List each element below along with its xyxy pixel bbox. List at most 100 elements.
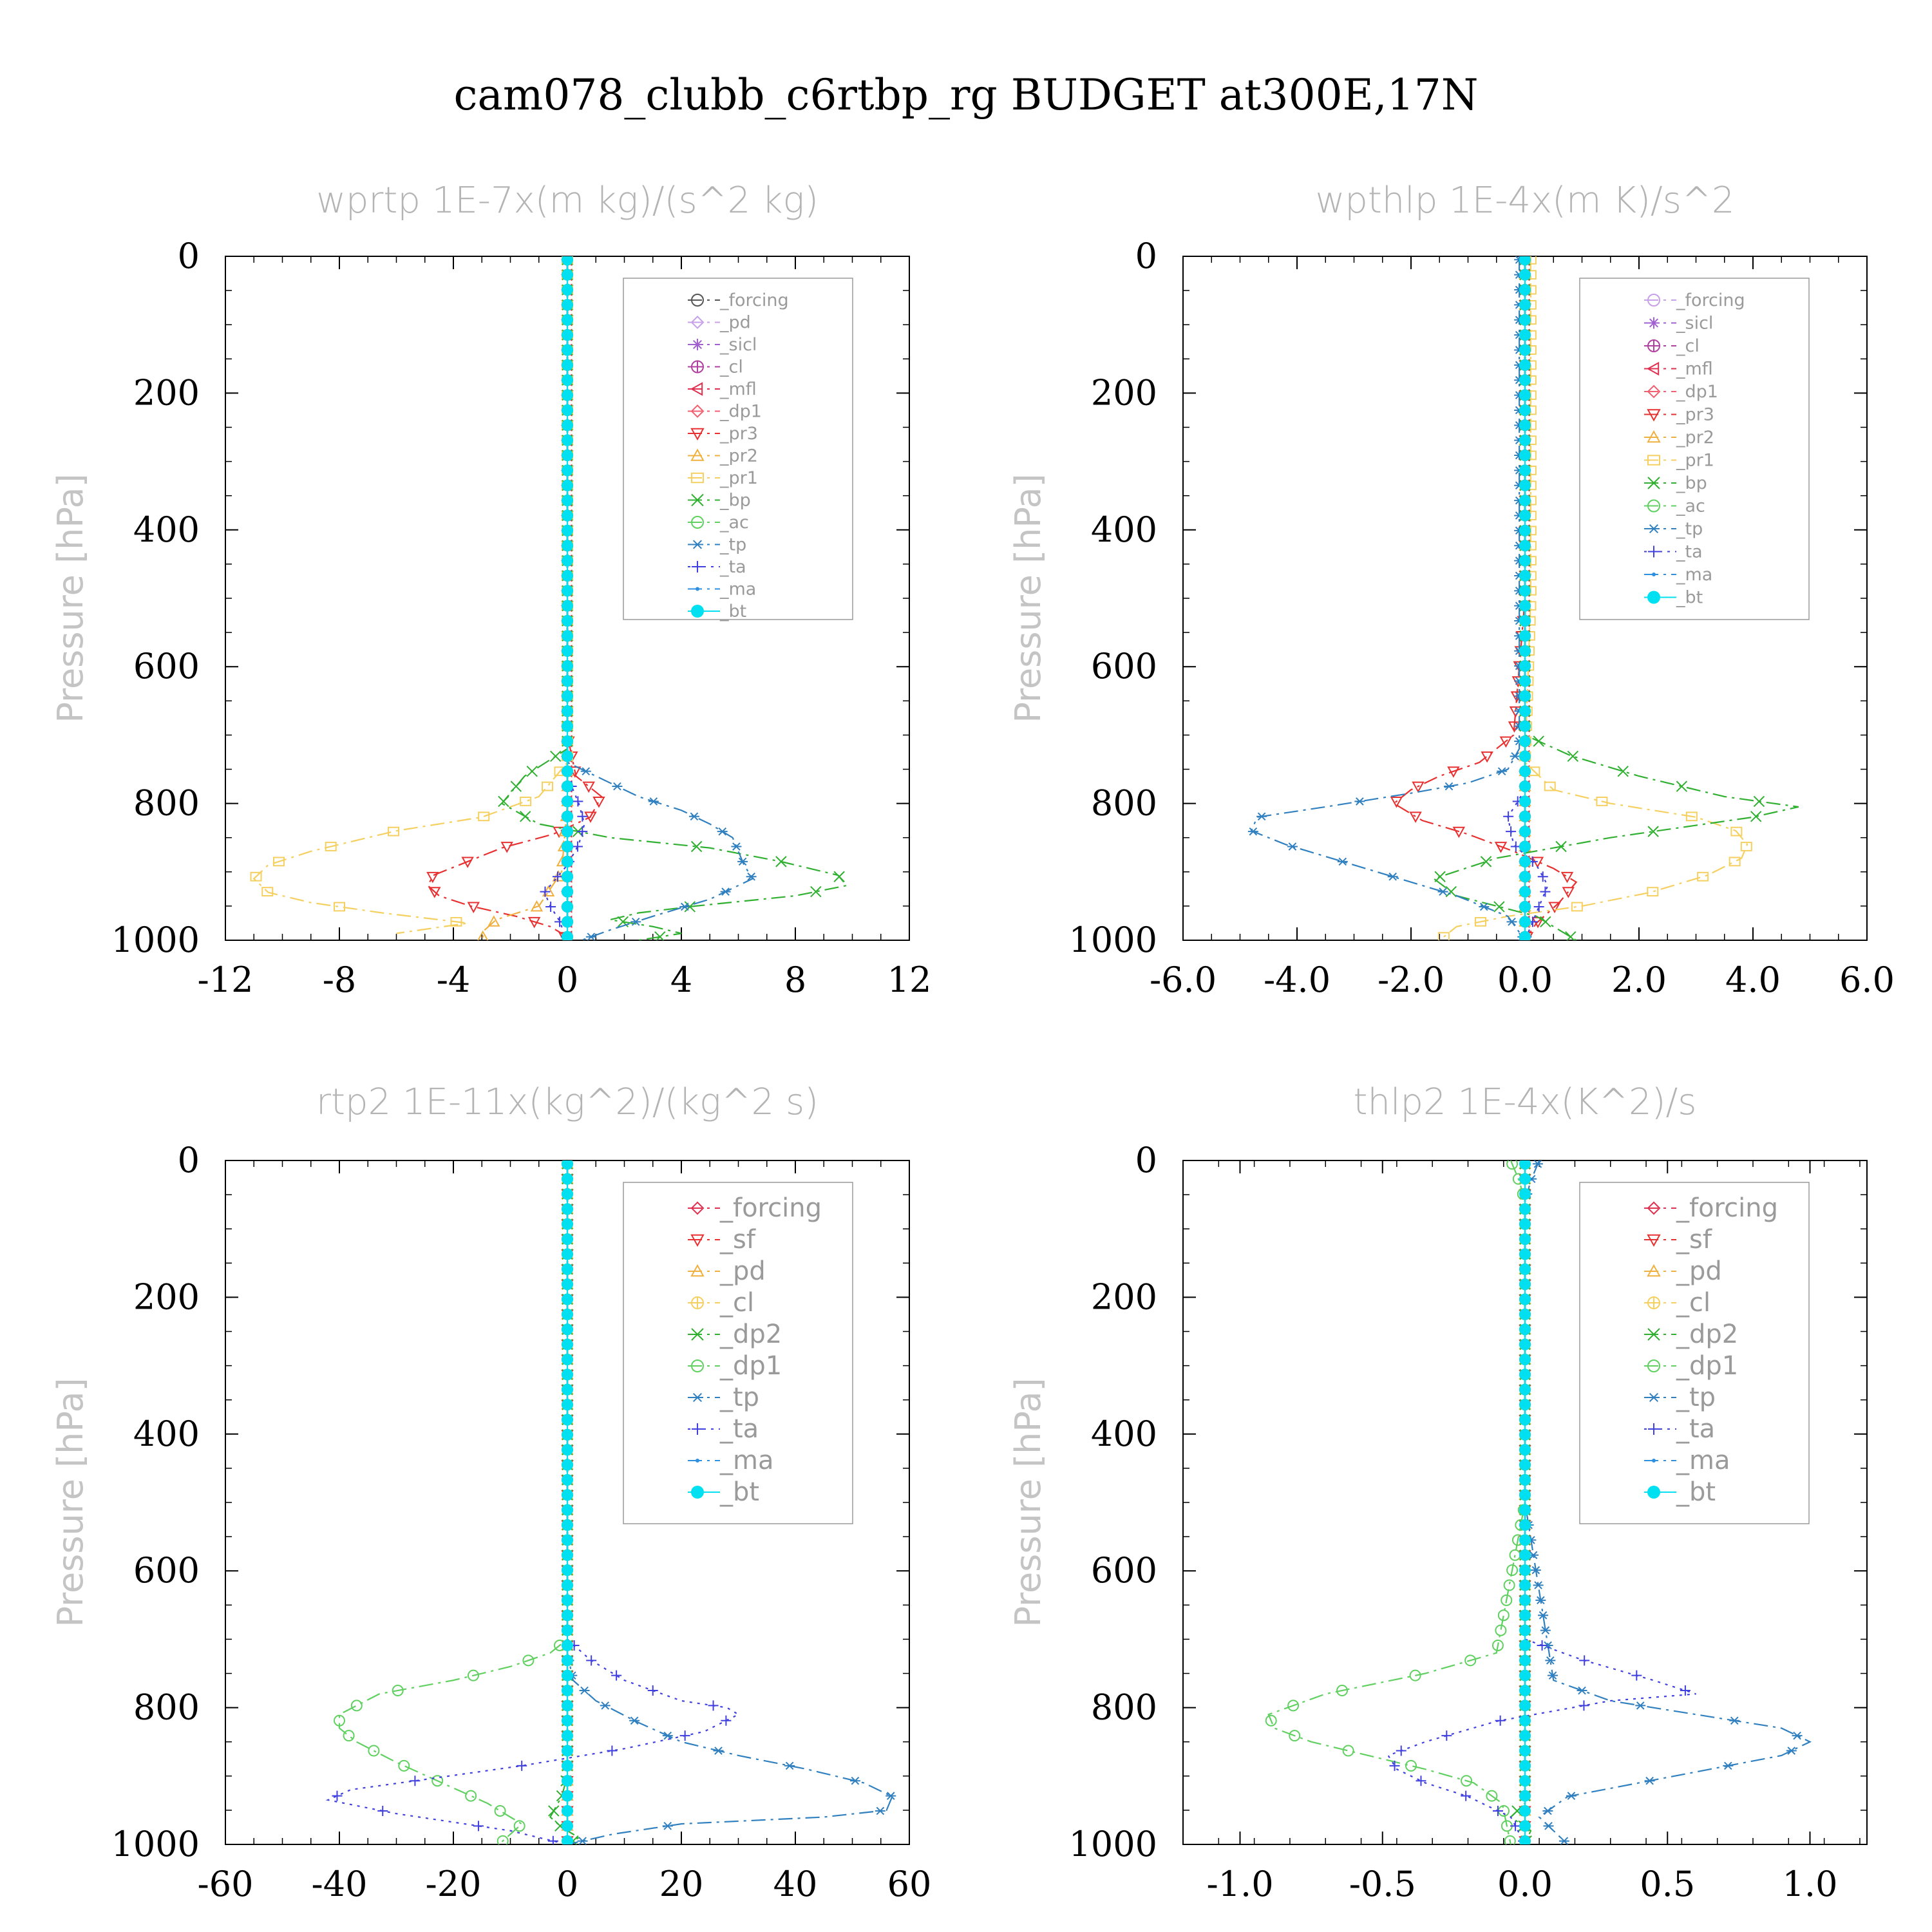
panel-4-series-bt-point (1519, 1203, 1531, 1215)
panel-3-legend-item-ma: _ma (688, 1446, 773, 1475)
panel-2-series-bp-point (1565, 931, 1577, 940)
panel-4-series-dp1-point (1461, 1775, 1473, 1787)
panel-1-xtick-label: -4 (437, 960, 471, 1000)
panel-4-legend-item-dp2-marker (1647, 1328, 1660, 1341)
panel-4-legend-item-sf-label: _sf (1676, 1225, 1712, 1255)
panel-1-legend-item-forcing: _forcing (688, 290, 789, 310)
panel-1-ytick-label: 200 (133, 372, 200, 413)
panel-4-legend-item-dp1: _dp1 (1644, 1351, 1738, 1381)
panel-2-series-bp-point (1434, 871, 1446, 882)
panel-4-series-ta-point (1579, 1655, 1590, 1666)
panel-2-series-bt-point (1519, 329, 1531, 341)
panel-4-series-bt-point (1519, 1368, 1531, 1381)
panel-1-series-ta-point (573, 796, 583, 807)
panel-1-series-pr2-point (530, 900, 544, 912)
panel-4-series-tp-point (1535, 1596, 1546, 1605)
panel-4-series-bt-point (1519, 1820, 1531, 1832)
panel-4-series-bt-point (1519, 1714, 1531, 1727)
panel-1-series-bt-point (562, 256, 573, 266)
panel-2-series-bt-point (1519, 795, 1531, 808)
panel-1-legend-item-cl: _cl (688, 357, 743, 377)
panel-1-series-pr1-point (388, 826, 400, 837)
panel-4-series-tp-point (1543, 1822, 1554, 1830)
panel-3: rtp2 1E-11x(kg^2)/(kg^2 s) Pressure [hPa]… (50, 1081, 931, 1904)
panel-4-series-ta-point (1510, 1821, 1521, 1832)
panel-1-series-pr1-line (252, 256, 569, 934)
panel-2-legend-item-ma-marker (1652, 573, 1656, 576)
panel-2-series-bt-point (1519, 705, 1531, 717)
panel-1-legend-item-pr3-marker (690, 428, 705, 441)
panel-2-legend-item-sicl: _sicl (1644, 314, 1713, 334)
panel-1-series-pr1-point (325, 842, 337, 851)
panel-2-legend-item-pr1: _pr1 (1644, 451, 1714, 471)
panel-3-series-dp1-point (392, 1685, 404, 1697)
panel-4-xtick-label: -1.0 (1206, 1864, 1273, 1904)
panel-1-series-ta-line (544, 256, 585, 940)
panel-4-series-dp1-point (1492, 1639, 1504, 1651)
panel-2-legend-item-bt-marker (1647, 591, 1660, 604)
panel-2-legend-item-sicl-marker (1648, 317, 1660, 329)
panel-4-xtick-label: 0.0 (1497, 1864, 1553, 1904)
panel-1-series-bt-point (562, 720, 573, 732)
panel-1-series-tp-point (612, 782, 623, 791)
panel-2-series-bt-point (1519, 419, 1531, 431)
panel-2-series-bt-point (1519, 675, 1531, 687)
panel-3-series-ta-point (410, 1776, 421, 1786)
panel-1-legend-item-sicl-label: _sicl (719, 335, 757, 355)
panel-2-series-bp-point (1533, 735, 1544, 747)
panel-1-series-bt-point (562, 540, 573, 552)
panel-2-legend: _forcing _sicl_cl _mfl _dp1 _pr3 _pr2 _pr1_bp _… (1579, 278, 1810, 620)
panel-2-legend-item-ma-label: _ma (1676, 565, 1712, 585)
panel-1-ytick-label: 1000 (111, 920, 200, 960)
panel-1-xtick-label: 8 (784, 960, 806, 1000)
panel-2-series-bp-point (1647, 826, 1659, 837)
panel-1-series-pr1-point (478, 811, 490, 822)
panel-4-series-tp-point (1786, 1747, 1797, 1755)
panel-3-series-dp1-line (338, 1160, 569, 1844)
panel-3-ytick-label: 1000 (111, 1824, 200, 1864)
panel-1-legend-item-pd-label: _pd (719, 313, 751, 333)
panels-group: wprtp 1E-7x(m kg)/(s^2 kg) Pressure [hPa]… (50, 180, 1895, 1904)
panel-1-series-pr3-line (426, 256, 603, 940)
panel-4-series-dp1-point (1503, 1579, 1515, 1591)
panel-4-plot-area (1265, 1160, 1812, 1844)
panel-2-series-bp-point (1676, 781, 1688, 792)
panel-1-series-ta-point (572, 841, 583, 852)
panel-3-legend: _forcing_sf_pd_cl_dp2_dp1_tp_ta_ma_bt (623, 1182, 853, 1524)
panel-3-legend-item-tp-marker (692, 1392, 703, 1403)
panel-2-series-bt-point (1519, 781, 1531, 793)
panel-4-series-ta-point (1631, 1670, 1642, 1681)
panel-3-series-bt-point (562, 1669, 573, 1681)
panel-3-ylabel: Pressure [hPa] (50, 1378, 91, 1627)
panel-2-legend-item-forcing-label: _forcing (1676, 290, 1745, 310)
panel-4-ytick-label: 800 (1091, 1687, 1157, 1728)
panel-1-legend-item-ma: _ma (688, 580, 756, 600)
panel-4-series-bt-point (1519, 1473, 1531, 1486)
panel-3-legend-item-dp1-label: _dp1 (719, 1351, 782, 1381)
panel-3-legend-item-ma-label: _ma (719, 1446, 773, 1475)
panel-2-series-ta-point (1506, 826, 1517, 837)
panel-2-series-bt-point (1519, 871, 1531, 883)
panel-1-series-bt-point (562, 404, 573, 416)
panel-4-series-bt-point (1519, 1233, 1531, 1245)
panel-3-series-tp-point (886, 1792, 896, 1800)
panel-3-series-tp-point (662, 1731, 673, 1740)
panel-3-series-ta-point (721, 1715, 732, 1726)
panel-3-xtick-label: 20 (659, 1864, 704, 1904)
panel-2-series-pr3-point (1548, 902, 1561, 914)
panel-1-series-bt-point (562, 886, 573, 898)
panel-3-series-bt-point (562, 1233, 573, 1245)
panel-1-legend-item-ma-label: _ma (719, 580, 756, 600)
panel-4-series-bt-point (1519, 1730, 1531, 1742)
panel-2-series-pr3-point (1412, 781, 1425, 793)
panel-3-series-bt-point (562, 1160, 573, 1170)
panel-2-series-bt-point (1519, 735, 1531, 747)
panel-3-series-tp-line (566, 1160, 893, 1844)
panel-4-series-bt-point (1519, 1579, 1531, 1591)
panel-1-series-pr3-point (584, 811, 597, 823)
panel-4-legend-item-dp1-label: _dp1 (1676, 1351, 1738, 1381)
panel-2-xtick-label: 6.0 (1839, 960, 1895, 1000)
panel-3-series-tp-point (713, 1747, 724, 1755)
panel-3-series-dp1-point (497, 1835, 509, 1844)
panel-2-series-bt-point (1519, 359, 1531, 371)
